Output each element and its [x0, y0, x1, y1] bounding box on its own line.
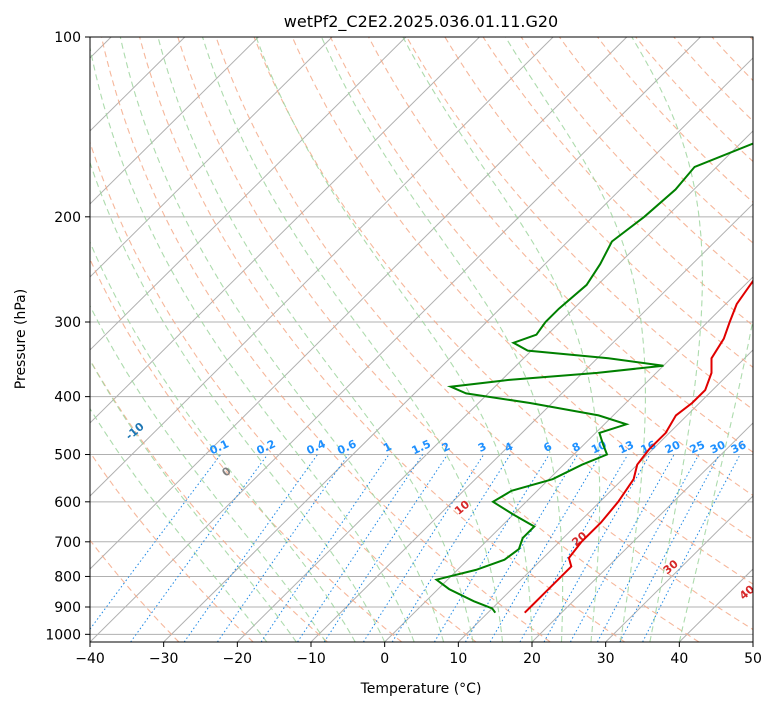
- dry-adiabat-line: [90, 358, 328, 642]
- mixing-ratio-line: [642, 454, 741, 642]
- isotherm-line: [90, 37, 480, 424]
- isotherm-line: [236, 130, 753, 642]
- isotherm-line: [90, 37, 701, 642]
- dry-adiabat-line: [139, 37, 625, 642]
- x-axis-ticks: −40 −30 −20 −10 0 10 20 30 40 50: [75, 642, 762, 667]
- dry-adiabat-line: [291, 37, 753, 541]
- y-tick-label: 900: [54, 600, 81, 616]
- y-tick-label: 600: [54, 495, 81, 511]
- mixing-ratio-label: 16: [639, 438, 659, 456]
- mixing-ratio-label: 30: [708, 438, 728, 456]
- x-tick-label: 30: [597, 651, 615, 667]
- dry-adiabat-line: [90, 258, 403, 642]
- isotherm-line: [457, 349, 753, 642]
- moist-adiabat-line: [90, 240, 356, 642]
- mixing-ratio-line: [569, 454, 675, 642]
- dewpoint-series-line: [434, 142, 753, 614]
- y-tick-label: 800: [54, 569, 81, 585]
- x-tick-label: 40: [670, 651, 688, 667]
- isotherm-line: [163, 57, 753, 642]
- y-tick-label: 500: [54, 448, 81, 464]
- moist-adiabat-line: [678, 317, 753, 642]
- isotherm-line: [310, 203, 753, 642]
- x-tick-label: −40: [75, 651, 105, 667]
- mixing-ratio-label: 20: [663, 438, 683, 456]
- moist-adiabat-line: [201, 37, 504, 642]
- y-tick-label: 700: [54, 535, 81, 551]
- moist-adiabat-line: [90, 407, 268, 642]
- dry-adiabat-line: [90, 451, 254, 642]
- dry-adiabat-lines: [90, 37, 753, 642]
- y-tick-label: 100: [54, 30, 81, 46]
- mixing-ratio-line: [619, 454, 720, 642]
- mixing-ratio-line: [90, 454, 222, 631]
- moist-adiabat-line: [402, 37, 601, 642]
- y-tick-label: 300: [54, 315, 81, 331]
- moist-adiabat-line: [90, 304, 327, 642]
- x-tick-label: −30: [149, 651, 179, 667]
- dry-adiabat-line: [90, 140, 477, 642]
- moist-adiabat-line: [320, 37, 564, 642]
- moist-adiabat-line: [90, 45, 415, 642]
- mixing-ratio-label: 36: [729, 438, 749, 456]
- mixing-ratio-line: [543, 454, 651, 642]
- mixing-ratio-label: 10: [589, 438, 609, 456]
- y-axis-ticks: 100 200 300 400 500 600 700 800 900 1000: [45, 30, 90, 643]
- x-tick-label: 10: [449, 651, 467, 667]
- y-tick-label: 200: [54, 210, 81, 226]
- dry-adiabat-line: [177, 37, 700, 642]
- isotherm-lines: [90, 37, 753, 642]
- isotherm-line: [90, 37, 333, 278]
- chart-title: wetPf2_C2E2.2025.036.01.11.G20: [284, 12, 558, 32]
- x-tick-label: −20: [223, 651, 253, 667]
- moist-adiabat-line: [157, 37, 474, 642]
- mixing-ratio-line: [464, 454, 579, 642]
- dry-adiabat-line: [253, 37, 753, 585]
- moist-adiabat-line: [504, 37, 646, 642]
- mixing-ratio-label: 25: [688, 438, 707, 456]
- plot-frame: [89, 36, 754, 643]
- isotherm-line: [90, 37, 259, 205]
- dry-adiabat-line: [100, 37, 551, 642]
- x-tick-label: 0: [380, 651, 389, 667]
- y-tick-label: 1000: [45, 627, 81, 643]
- dry-adiabat-line: [520, 37, 753, 285]
- x-tick-label: 20: [523, 651, 541, 667]
- moist-adiabat-line: [255, 37, 533, 642]
- moist-adiabat-line: [90, 359, 297, 642]
- isotherm-line: [90, 37, 407, 351]
- dry-adiabat-line: [329, 37, 753, 497]
- mixing-ratio-line: [323, 454, 448, 642]
- x-tick-label: 50: [744, 651, 762, 667]
- mixing-ratio-line: [260, 454, 390, 642]
- isotherm-line: [90, 37, 554, 497]
- isotherm-line: [531, 422, 753, 642]
- y-axis-label: Pressure (hPa): [13, 289, 29, 389]
- temperature-series-line: [523, 279, 753, 614]
- mixing-ratio-lines: [90, 454, 741, 642]
- isotherm-line: [90, 37, 628, 570]
- dry-adiabat-line: [215, 37, 753, 631]
- reference-line-labels: 0.10.20.40.611.52346810131620253036-100-…: [123, 420, 753, 603]
- y-tick-label: 400: [54, 390, 81, 406]
- mixing-ratio-line: [216, 454, 349, 642]
- isotherm-line: [384, 276, 753, 642]
- isobar-gridlines: [90, 37, 753, 635]
- mixing-ratio-line: [596, 454, 700, 642]
- plot-area: 0.10.20.40.611.52346810131620253036-100-…: [90, 37, 753, 642]
- x-axis-label: Temperature (°C): [360, 681, 482, 697]
- mixing-ratio-line: [433, 454, 550, 642]
- isotherm-line: [605, 495, 753, 642]
- mixing-ratio-label: 13: [617, 438, 636, 456]
- mixing-ratio-line: [183, 454, 318, 642]
- x-tick-label: −10: [296, 651, 326, 667]
- moist-adiabat-line: [631, 37, 703, 642]
- mixing-ratio-line: [519, 454, 629, 642]
